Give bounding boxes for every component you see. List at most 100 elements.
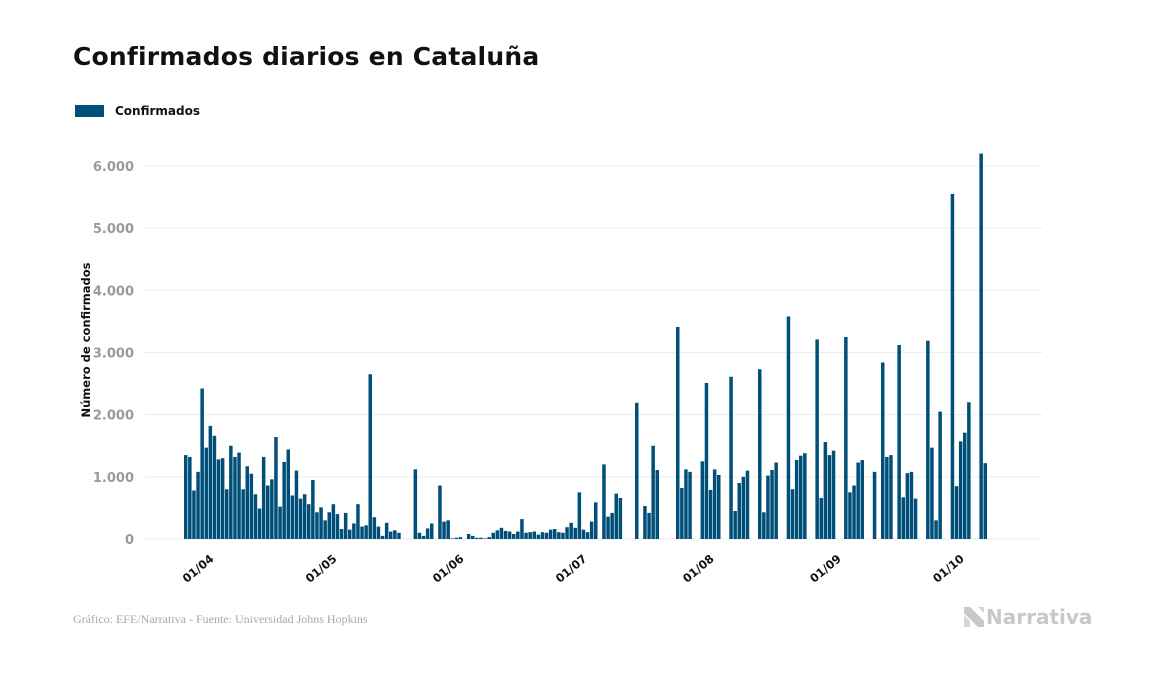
bar [803, 453, 807, 539]
source-note: Gráfico: EFE/Narrativa - Fuente: Univers… [73, 612, 368, 626]
bar [364, 525, 368, 539]
bar [454, 537, 459, 539]
bar [573, 527, 577, 539]
x-tick-label: 01/07 [553, 552, 590, 586]
bar [815, 339, 819, 539]
bar [208, 425, 213, 539]
y-tick-label: 0 [125, 533, 134, 548]
bar [651, 445, 655, 539]
x-tick-label: 01/10 [930, 552, 967, 586]
bar [475, 537, 479, 539]
bar [905, 473, 910, 539]
bar [343, 512, 348, 539]
bar [220, 458, 225, 539]
y-axis-ticks: 0 1.000 2.000 3.000 4.000 5.000 6.000 [93, 160, 134, 548]
bar [938, 411, 942, 539]
bar [712, 469, 717, 539]
bar [885, 456, 889, 539]
legend: Confirmados [75, 104, 200, 118]
bar [376, 526, 381, 539]
bar [553, 529, 557, 539]
bar [229, 445, 233, 539]
y-tick-label: 4.000 [93, 284, 134, 299]
bar [503, 530, 508, 539]
bar [323, 520, 327, 539]
x-tick-label: 01/08 [680, 552, 717, 586]
bar [335, 514, 340, 539]
bar [397, 532, 401, 539]
bar [577, 492, 582, 540]
bar [544, 532, 549, 539]
bar [311, 479, 315, 539]
bar [466, 534, 471, 539]
bar [204, 447, 208, 539]
bar [261, 456, 266, 539]
y-tick-label: 3.000 [93, 347, 134, 362]
bar [421, 535, 426, 539]
bar [471, 535, 475, 539]
bar [253, 494, 258, 539]
bar [548, 529, 553, 539]
bar [881, 362, 885, 539]
bar [676, 327, 680, 539]
bar [491, 532, 495, 539]
x-axis-ticks: 01/04 01/05 01/06 01/07 01/08 01/09 01/10 [180, 552, 967, 586]
bar [393, 530, 397, 539]
bar [860, 460, 864, 539]
bar [507, 531, 512, 539]
bar [766, 475, 770, 539]
bar [249, 473, 254, 539]
bar [384, 522, 389, 539]
bar [561, 532, 565, 539]
bar [446, 520, 450, 539]
bar [413, 469, 418, 539]
bar [520, 519, 524, 539]
bar [758, 369, 762, 539]
bar [954, 486, 959, 539]
bar [380, 535, 385, 539]
bar [901, 497, 905, 539]
bar [348, 529, 352, 539]
bar [643, 506, 647, 539]
bar [331, 504, 336, 539]
bar [913, 498, 918, 539]
bar [700, 461, 705, 539]
bar [327, 512, 331, 539]
narrativa-logo-icon [964, 607, 984, 627]
bar [926, 340, 930, 539]
bar [647, 512, 651, 539]
bar [479, 537, 483, 539]
bar [897, 345, 901, 539]
bar [819, 497, 823, 539]
bar [257, 508, 262, 539]
y-tick-label: 5.000 [93, 222, 134, 237]
bar [844, 336, 848, 539]
bar [266, 485, 270, 539]
gridlines [145, 165, 1042, 540]
bar [770, 470, 774, 539]
bar [516, 531, 520, 539]
bar [745, 470, 750, 539]
bar [950, 193, 955, 539]
bar [831, 450, 836, 539]
bar [307, 504, 311, 539]
brand-name: Narrativa [986, 605, 1093, 629]
bar [684, 469, 688, 539]
bar [270, 479, 274, 539]
bar [450, 538, 454, 539]
bar [790, 489, 795, 539]
bar [934, 520, 938, 539]
brand-logo: Narrativa [964, 605, 1092, 629]
bar [430, 523, 434, 539]
bar [704, 382, 709, 539]
bar [524, 532, 528, 539]
bars [184, 153, 987, 540]
bar [827, 455, 832, 539]
bar [774, 462, 778, 539]
bar [958, 441, 963, 539]
bar [372, 517, 377, 539]
bar [389, 531, 393, 539]
bar [594, 502, 598, 539]
bar [286, 449, 290, 539]
bar [290, 495, 295, 539]
